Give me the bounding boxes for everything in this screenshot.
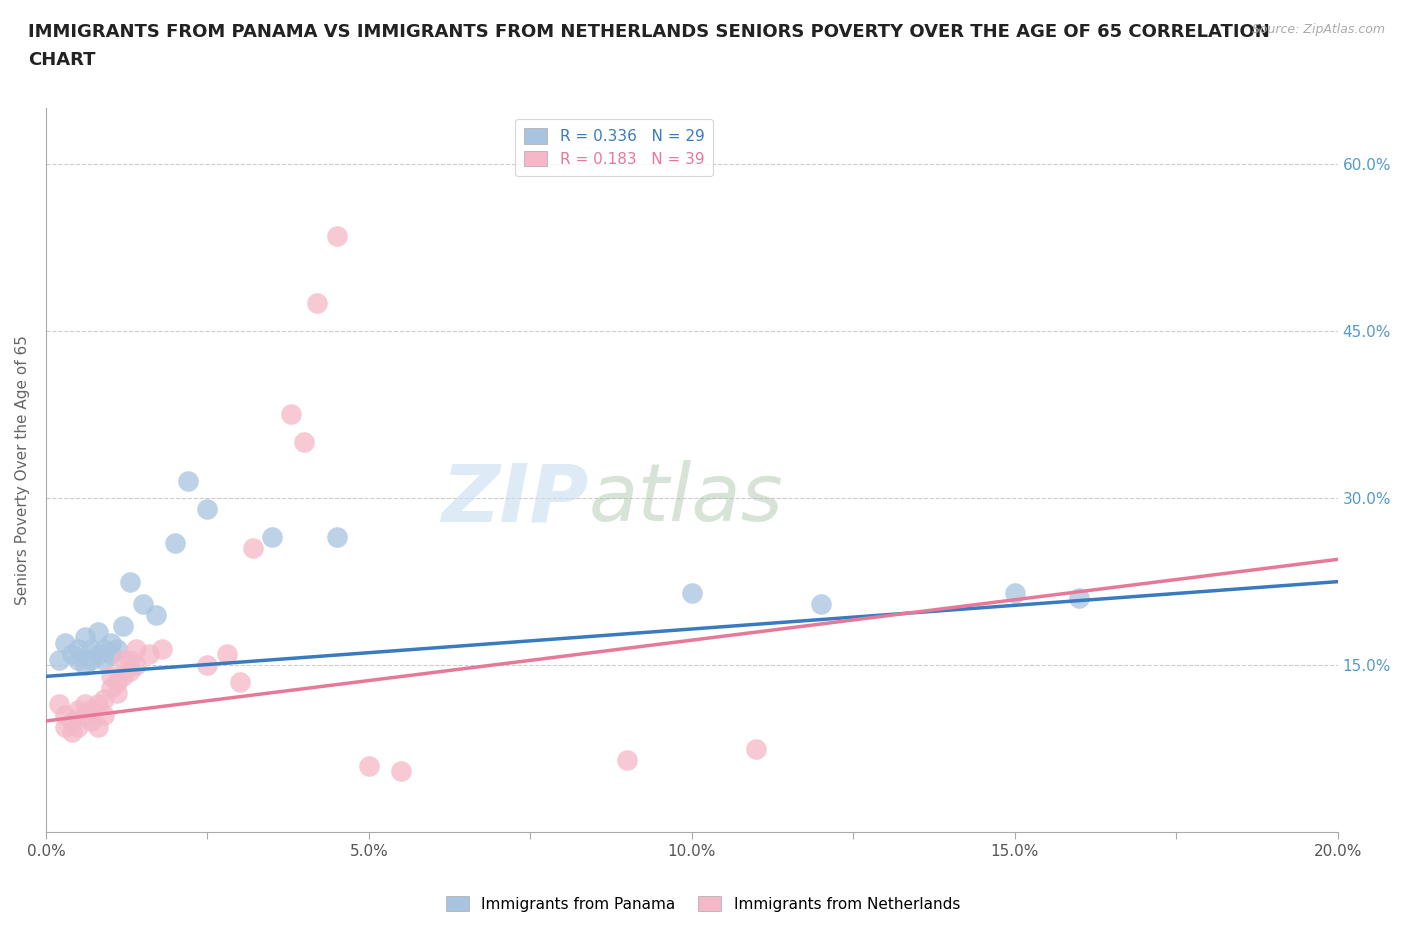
Point bbox=[242, 540, 264, 555]
Y-axis label: Seniors Poverty Over the Age of 65: Seniors Poverty Over the Age of 65 bbox=[15, 335, 30, 605]
Text: atlas: atlas bbox=[589, 460, 783, 538]
Point bbox=[73, 697, 96, 711]
Point bbox=[93, 641, 115, 656]
Text: CHART: CHART bbox=[28, 51, 96, 69]
Point bbox=[67, 652, 90, 667]
Point bbox=[681, 585, 703, 600]
Point bbox=[93, 691, 115, 706]
Point bbox=[93, 708, 115, 723]
Point bbox=[86, 646, 108, 661]
Point bbox=[280, 407, 302, 422]
Point bbox=[325, 229, 347, 244]
Point bbox=[73, 630, 96, 644]
Point bbox=[53, 635, 76, 650]
Point bbox=[1069, 591, 1091, 605]
Point bbox=[165, 535, 187, 550]
Point bbox=[60, 724, 83, 739]
Point bbox=[100, 680, 122, 695]
Point bbox=[616, 752, 638, 767]
Point bbox=[125, 658, 148, 672]
Point bbox=[1004, 585, 1026, 600]
Point bbox=[67, 641, 90, 656]
Point bbox=[125, 641, 148, 656]
Text: IMMIGRANTS FROM PANAMA VS IMMIGRANTS FROM NETHERLANDS SENIORS POVERTY OVER THE A: IMMIGRANTS FROM PANAMA VS IMMIGRANTS FRO… bbox=[28, 23, 1270, 41]
Point bbox=[60, 713, 83, 728]
Point bbox=[80, 652, 103, 667]
Point bbox=[118, 652, 141, 667]
Point bbox=[215, 646, 238, 661]
Text: ZIP: ZIP bbox=[441, 460, 589, 538]
Point bbox=[105, 674, 128, 689]
Point bbox=[260, 529, 283, 544]
Point bbox=[86, 697, 108, 711]
Point bbox=[80, 641, 103, 656]
Point bbox=[67, 702, 90, 717]
Point bbox=[112, 652, 135, 667]
Point bbox=[73, 708, 96, 723]
Point bbox=[112, 618, 135, 633]
Point bbox=[67, 719, 90, 734]
Point bbox=[325, 529, 347, 544]
Text: Source: ZipAtlas.com: Source: ZipAtlas.com bbox=[1251, 23, 1385, 36]
Point bbox=[132, 596, 155, 611]
Point bbox=[53, 719, 76, 734]
Point bbox=[80, 713, 103, 728]
Point bbox=[177, 474, 200, 489]
Point bbox=[357, 758, 380, 773]
Point bbox=[228, 674, 250, 689]
Point bbox=[105, 685, 128, 700]
Point bbox=[86, 624, 108, 639]
Point bbox=[80, 702, 103, 717]
Point bbox=[86, 719, 108, 734]
Point bbox=[48, 652, 70, 667]
Legend: R = 0.336   N = 29, R = 0.183   N = 39: R = 0.336 N = 29, R = 0.183 N = 39 bbox=[515, 119, 713, 176]
Point bbox=[100, 646, 122, 661]
Point bbox=[73, 658, 96, 672]
Point bbox=[138, 646, 160, 661]
Point bbox=[48, 697, 70, 711]
Point bbox=[112, 669, 135, 684]
Point bbox=[810, 596, 832, 611]
Point bbox=[53, 708, 76, 723]
Point bbox=[745, 741, 768, 756]
Point bbox=[118, 663, 141, 678]
Point bbox=[100, 669, 122, 684]
Point bbox=[100, 635, 122, 650]
Point bbox=[389, 764, 412, 778]
Point bbox=[292, 435, 315, 450]
Point bbox=[105, 641, 128, 656]
Point bbox=[93, 652, 115, 667]
Point bbox=[307, 296, 329, 311]
Point bbox=[118, 574, 141, 589]
Point bbox=[145, 607, 167, 622]
Point bbox=[197, 502, 219, 517]
Legend: Immigrants from Panama, Immigrants from Netherlands: Immigrants from Panama, Immigrants from … bbox=[440, 889, 966, 918]
Point bbox=[60, 646, 83, 661]
Point bbox=[150, 641, 173, 656]
Point bbox=[197, 658, 219, 672]
